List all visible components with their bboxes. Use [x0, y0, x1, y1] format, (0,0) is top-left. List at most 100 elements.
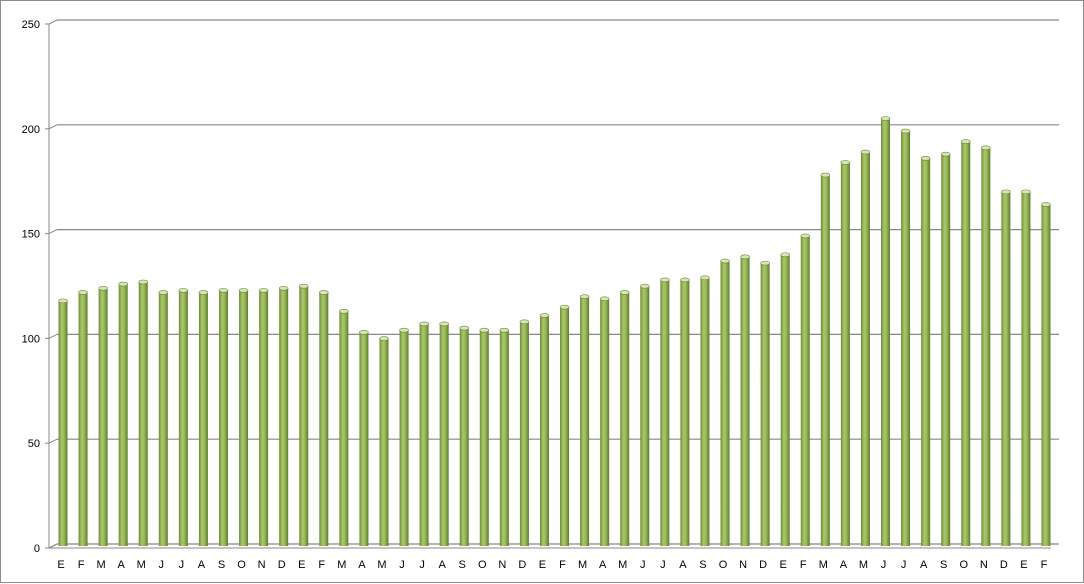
x-tick-label: A	[198, 559, 206, 571]
bar-cap	[800, 233, 811, 239]
bar	[299, 286, 309, 546]
x-tick-label: J	[881, 559, 887, 571]
y-tick-label: 250	[22, 19, 40, 31]
bar	[98, 288, 108, 546]
bar-cap	[639, 283, 650, 289]
bar	[901, 131, 911, 546]
x-tick-label: J	[399, 559, 405, 571]
bar-cap	[499, 327, 510, 333]
x-tick-label: A	[599, 559, 607, 571]
x-tick-label: J	[901, 559, 907, 571]
bar-cap	[599, 296, 610, 302]
x-tick-label: F	[800, 559, 807, 571]
x-tick-label: J	[179, 559, 185, 571]
x-tick-label: N	[258, 559, 266, 571]
x-tick-label: D	[1000, 559, 1008, 571]
bar-cap	[198, 290, 209, 295]
bar	[820, 175, 830, 546]
bar	[78, 292, 88, 546]
bar-cap	[278, 285, 289, 291]
bar	[359, 332, 369, 546]
bar	[459, 328, 469, 546]
x-tick-label: A	[679, 559, 687, 571]
x-tick-label: N	[739, 559, 747, 571]
bar	[660, 279, 670, 546]
bar-cap	[720, 258, 730, 264]
bar	[620, 292, 630, 546]
bar	[780, 254, 790, 546]
x-tick-label: E	[539, 559, 546, 571]
bar-cap	[238, 288, 249, 293]
bar-cap	[399, 327, 409, 333]
bar-cap	[479, 327, 490, 333]
x-tick-label: D	[518, 559, 526, 571]
x-tick-label: S	[218, 559, 225, 571]
bar-cap	[981, 145, 991, 151]
bar-cap	[920, 156, 931, 161]
bar	[921, 158, 931, 546]
bar-cap	[519, 319, 530, 325]
bar	[740, 256, 750, 546]
x-tick-label: M	[819, 559, 828, 571]
bar-cap	[559, 304, 570, 310]
bar-cap	[419, 321, 429, 327]
gridline-slant	[48, 124, 58, 130]
x-tick-label: O	[719, 559, 728, 571]
x-tick-label: N	[498, 559, 506, 571]
x-tick-label: A	[840, 559, 848, 571]
bar-cap	[1041, 202, 1051, 207]
bar-cap	[579, 294, 590, 299]
gridline-slant	[48, 438, 58, 444]
bar-cap	[318, 290, 329, 295]
x-tick-label: J	[640, 559, 646, 571]
x-tick-label: M	[337, 559, 346, 571]
bar-cap	[379, 336, 389, 341]
bar	[158, 292, 168, 546]
x-tick-label: S	[459, 559, 466, 571]
bar-cap	[780, 252, 791, 258]
x-tick-label: M	[618, 559, 627, 571]
bar-cap	[298, 283, 309, 289]
y-tick-label: 50	[28, 438, 40, 450]
x-tick-label: M	[377, 559, 386, 571]
gridline-slant	[48, 333, 58, 339]
bar-cap	[439, 321, 449, 327]
bar	[961, 141, 971, 546]
bar	[720, 261, 730, 546]
x-tick-label: E	[298, 559, 305, 571]
bar-cap	[539, 313, 550, 318]
bar	[218, 290, 228, 546]
bar	[1001, 191, 1011, 546]
bar	[419, 323, 429, 546]
x-tick-label: N	[980, 559, 988, 571]
x-tick-label: J	[419, 559, 425, 571]
bar	[800, 235, 810, 546]
bar-cap	[860, 149, 871, 155]
floor-slant	[48, 543, 58, 549]
bar-cap	[78, 290, 88, 295]
x-tick-label: E	[57, 559, 64, 571]
bar-cap	[840, 160, 851, 165]
bar	[580, 296, 590, 546]
bar	[319, 292, 329, 546]
bar-cap	[960, 139, 971, 144]
bar	[118, 284, 128, 546]
bar	[680, 279, 690, 546]
bar	[379, 338, 389, 546]
x-tick-label: F	[559, 559, 566, 571]
bar-cap	[98, 285, 108, 291]
bar-cap	[820, 172, 831, 178]
bar-cap	[619, 290, 630, 295]
bar	[138, 282, 148, 546]
x-tick-label: D	[278, 559, 286, 571]
bar	[279, 288, 289, 546]
x-tick-label: A	[438, 559, 446, 571]
x-tick-label: F	[78, 559, 85, 571]
gridline-slant	[48, 229, 58, 235]
bar-cap	[740, 254, 750, 260]
bar	[239, 290, 249, 546]
bar-cap	[900, 128, 911, 134]
bar-cap	[680, 277, 690, 283]
